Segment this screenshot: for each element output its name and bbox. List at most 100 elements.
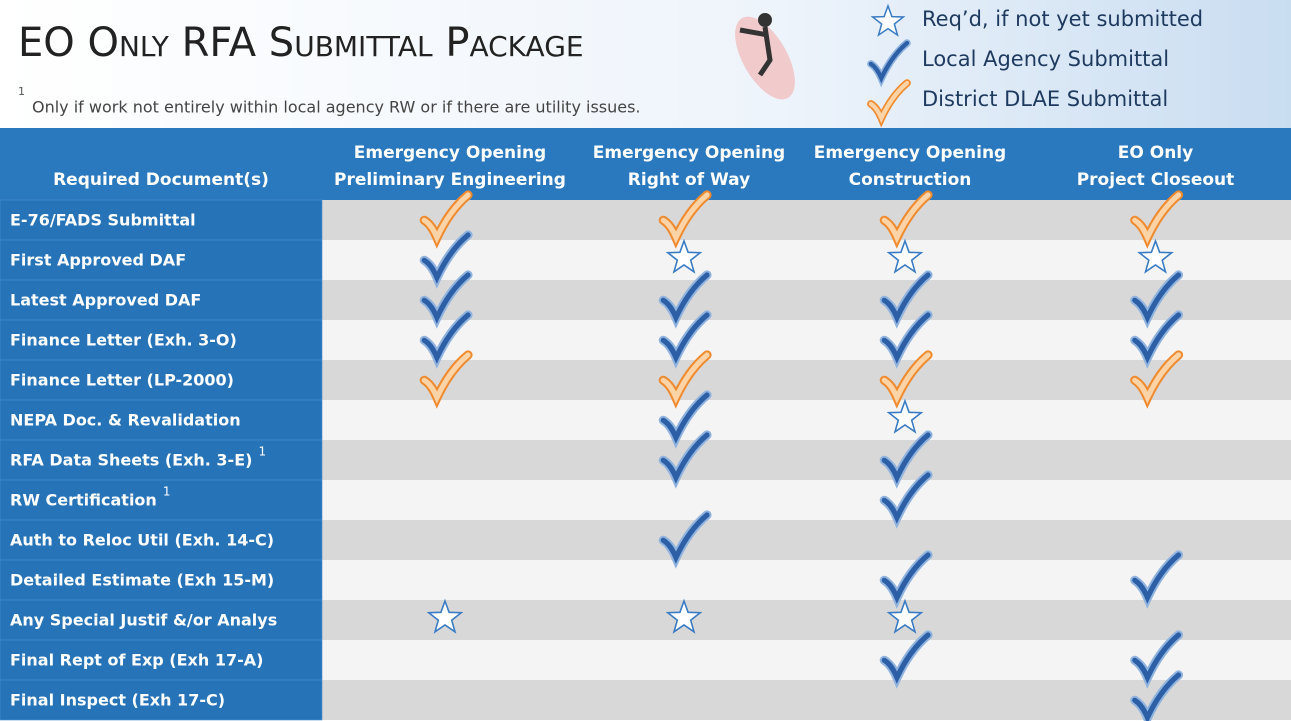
check-body <box>1132 672 1182 721</box>
star-shape <box>886 398 924 434</box>
check-body <box>868 80 910 124</box>
check-body <box>660 512 710 564</box>
blue-check <box>1130 270 1184 329</box>
star <box>1137 238 1174 274</box>
orange-check <box>419 350 473 409</box>
document-name: Final Rept of Exp (Exh 17-A) <box>10 651 263 670</box>
document-footnote: 1 <box>258 445 266 459</box>
blue-check <box>1130 310 1184 369</box>
blue-check <box>419 270 473 329</box>
check-body <box>421 192 471 244</box>
star-shape <box>870 3 906 37</box>
row-head-bg <box>0 279 323 321</box>
star <box>665 238 703 274</box>
blue-check <box>658 390 712 449</box>
blue-check <box>1130 550 1184 609</box>
check-body <box>1132 272 1182 324</box>
document-name: E-76/FADS Submittal <box>10 211 196 230</box>
document-name: RW Certification <box>10 491 157 510</box>
document-name: RFA Data Sheets (Exh. 3-E) <box>10 451 252 470</box>
check-body <box>881 552 931 604</box>
blue-check <box>879 470 933 529</box>
footnote-marker: 1 <box>18 85 25 98</box>
check-body <box>881 312 931 364</box>
row-stripe <box>322 320 1291 360</box>
row-head-bg <box>0 679 323 721</box>
column-header: Emergency Opening <box>814 143 1006 163</box>
column-header: Preliminary Engineering <box>334 170 566 190</box>
check-body <box>1132 352 1182 404</box>
check-body <box>1132 192 1182 244</box>
row-stripe <box>322 440 1291 480</box>
blue-check <box>658 270 712 329</box>
document-name: Finance Letter (Exh. 3-O) <box>10 331 237 350</box>
footnote: Only if work not entirely within local a… <box>32 98 641 117</box>
star <box>886 238 924 274</box>
header-bg <box>0 0 1291 128</box>
row-head-bg <box>0 559 323 601</box>
orange-check <box>879 350 933 409</box>
row-stripe <box>322 240 1291 280</box>
blue-check <box>1130 670 1184 721</box>
check-body <box>881 352 931 404</box>
blue-check <box>879 430 933 489</box>
blue-check <box>867 39 911 88</box>
row-stripe <box>322 360 1291 400</box>
row-head-bg <box>0 439 323 481</box>
star-shape <box>426 598 464 634</box>
row-stripe <box>322 200 1291 240</box>
row-stripe <box>322 280 1291 320</box>
row-head-bg <box>0 239 323 281</box>
row-head-bg <box>0 359 323 401</box>
orange-check <box>658 190 712 249</box>
orange-check <box>867 79 911 128</box>
document-name: Any Special Justif &/or Analys <box>10 611 277 630</box>
blue-check <box>419 230 473 289</box>
row-stripe <box>322 680 1291 720</box>
row-stripe <box>322 400 1291 440</box>
check-body <box>421 232 471 284</box>
row-stripe <box>322 520 1291 560</box>
row-stripe <box>322 600 1291 640</box>
column-header: EO Only <box>1118 143 1193 163</box>
document-name: NEPA Doc. & Revalidation <box>10 411 241 430</box>
check-body <box>868 40 910 84</box>
star <box>426 598 464 634</box>
document-name: Detailed Estimate (Exh 15-M) <box>10 571 274 590</box>
blue-check <box>658 310 712 369</box>
column-header: Required Document(s) <box>53 170 269 190</box>
column-header: Project Closeout <box>1077 170 1235 190</box>
document-name: Final Inspect (Exh 17-C) <box>10 691 225 710</box>
orange-check <box>658 350 712 409</box>
star-shape <box>886 238 924 274</box>
blue-check <box>879 550 933 609</box>
check-body <box>1132 552 1182 604</box>
orange-check <box>1130 350 1184 409</box>
check-body <box>660 392 710 444</box>
blue-check <box>419 310 473 369</box>
decoration <box>735 13 795 100</box>
row-stripe <box>322 560 1291 600</box>
check-body <box>421 312 471 364</box>
blue-check <box>879 270 933 329</box>
star-shape <box>886 598 924 634</box>
check-body <box>1132 632 1182 684</box>
blue-check <box>1130 630 1184 689</box>
legend-label: Req’d, if not yet submitted <box>922 7 1203 31</box>
check-body <box>881 632 931 684</box>
row-head-bg <box>0 599 323 641</box>
column-header: Construction <box>849 170 972 190</box>
document-name: Latest Approved DAF <box>10 291 201 310</box>
blue-check <box>879 310 933 369</box>
column-header: Emergency Opening <box>593 143 785 163</box>
orange-check <box>1130 190 1184 249</box>
check-body <box>660 192 710 244</box>
star-shape <box>1137 238 1174 274</box>
row-head-bg <box>0 399 323 441</box>
title: EO Only RFA Submittal Package <box>18 20 584 66</box>
check-body <box>421 272 471 324</box>
blue-check <box>879 630 933 689</box>
star <box>886 598 924 634</box>
row-head-bg <box>0 319 323 361</box>
